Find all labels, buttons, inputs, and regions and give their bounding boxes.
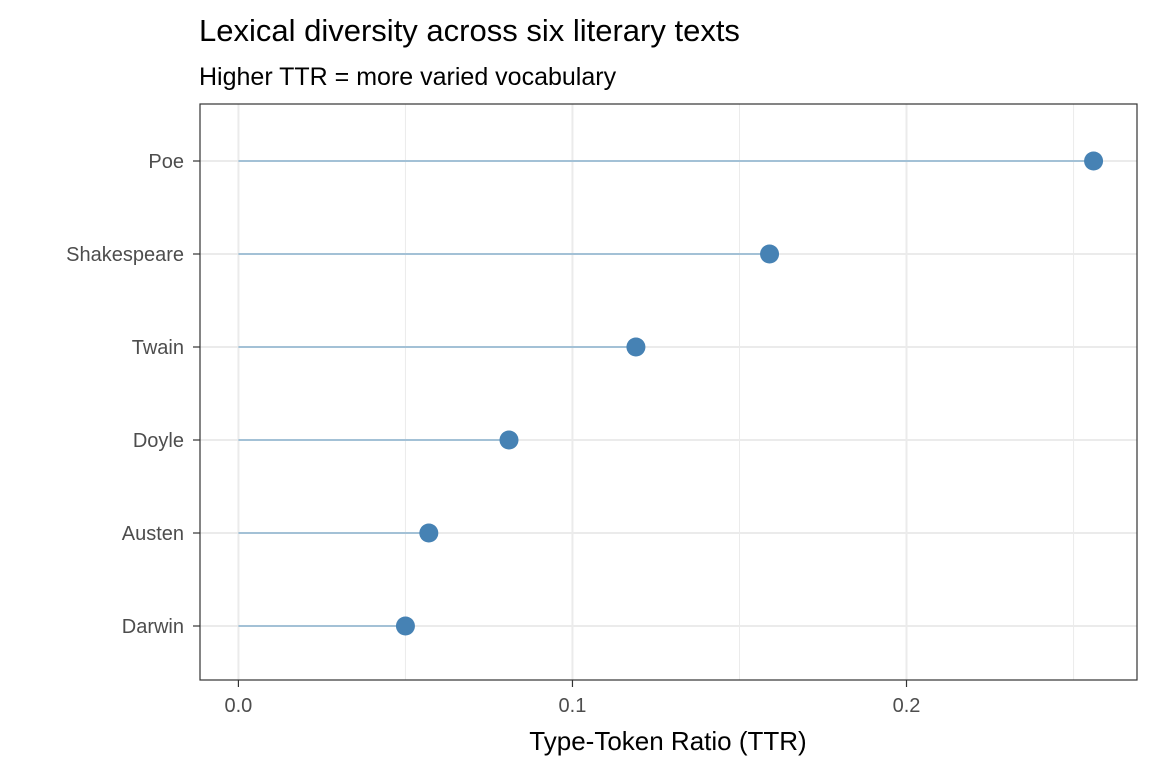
point-austen xyxy=(419,523,439,543)
y-tick-label-twain: Twain xyxy=(132,337,184,359)
y-tick-label-austen: Austen xyxy=(122,523,184,545)
x-tick-label: 0.2 xyxy=(893,695,921,717)
point-darwin xyxy=(395,616,415,636)
panel-border xyxy=(199,103,1138,681)
x-tick-label: 0.1 xyxy=(559,695,587,717)
lollipop-segments xyxy=(238,160,1094,627)
chart-subtitle: Higher TTR = more varied vocabulary xyxy=(199,63,617,91)
y-axis: Poe Shakespeare Twain Doyle Austen Darwin xyxy=(66,151,200,638)
point-poe xyxy=(1084,151,1104,171)
chart-title: Lexical diversity across six literary te… xyxy=(199,13,740,48)
x-axis: 0.0 0.1 0.2 xyxy=(225,680,921,717)
point-shakespeare xyxy=(760,244,780,264)
y-tick-label-shakespeare: Shakespeare xyxy=(66,244,184,266)
major-gridlines xyxy=(200,104,1137,680)
lollipop-points xyxy=(395,151,1104,636)
point-doyle xyxy=(499,430,519,450)
minor-gridlines xyxy=(404,104,1075,680)
y-tick-label-poe: Poe xyxy=(148,151,184,173)
point-twain xyxy=(626,337,646,357)
y-tick-label-doyle: Doyle xyxy=(133,430,184,452)
x-axis-label: Type-Token Ratio (TTR) xyxy=(529,726,806,756)
y-tick-label-darwin: Darwin xyxy=(122,616,184,638)
x-tick-label: 0.0 xyxy=(225,695,253,717)
